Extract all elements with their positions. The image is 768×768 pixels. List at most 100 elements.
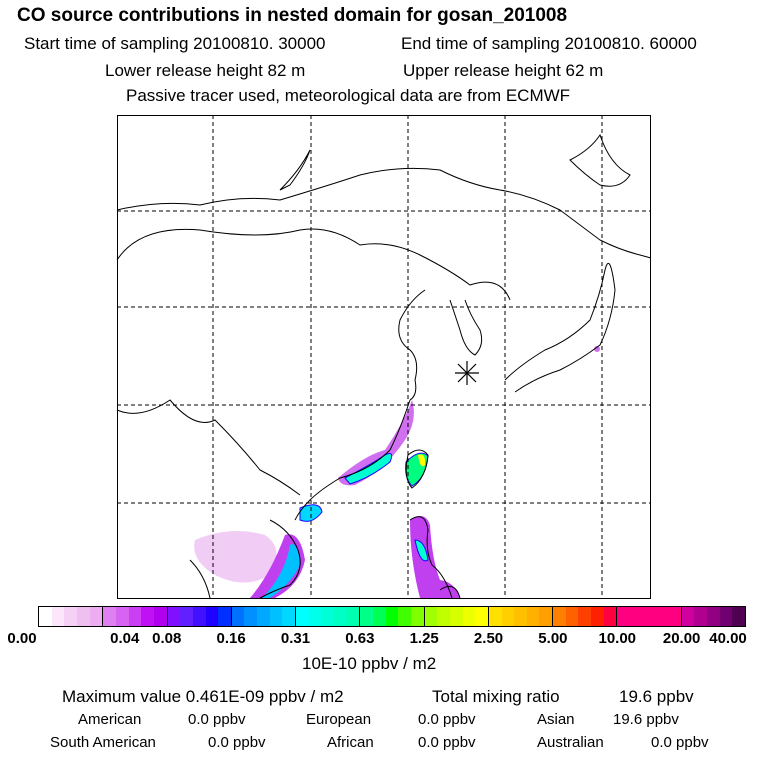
- map-plot: [116, 115, 652, 599]
- colorbar-swatch: [308, 607, 322, 626]
- colorbar-swatch: [578, 607, 592, 626]
- colorbar-swatch: [269, 607, 283, 626]
- colorbar-swatch: [282, 607, 296, 626]
- colorbar-swatch: [192, 607, 206, 626]
- colorbar-swatch: [565, 607, 579, 626]
- region-value: 0.0 ppbv: [418, 711, 476, 728]
- region-name: South American: [50, 734, 156, 751]
- colorbar-segment: [617, 607, 682, 626]
- map-frame: [117, 115, 651, 599]
- region-value: 0.0 ppbv: [651, 734, 709, 751]
- colorbar-tick-label: 1.25: [409, 630, 439, 647]
- colorbar-swatch: [424, 607, 438, 626]
- coastlines: [116, 133, 652, 599]
- colorbar-swatch: [462, 607, 476, 626]
- region-name: African: [327, 734, 374, 751]
- colorbar-tick-label: 0.31: [280, 630, 311, 647]
- colorbar-segment: [39, 607, 104, 626]
- colorbar-swatch: [89, 607, 103, 626]
- colorbar-swatch: [334, 607, 347, 626]
- colorbar-swatch: [719, 607, 733, 626]
- colorbar-swatch: [630, 607, 643, 626]
- maximum-value: Maximum value 0.461E-09 ppbv / m2: [62, 687, 344, 706]
- colorbar-swatch: [617, 607, 631, 626]
- colorbar-swatch: [218, 607, 231, 626]
- colorbar-swatch: [39, 607, 52, 626]
- colorbar-tick-label: 5.00: [538, 630, 568, 647]
- colorbar-swatch: [501, 607, 515, 626]
- colorbar-swatch: [385, 607, 399, 626]
- colorbar-swatch: [153, 607, 167, 626]
- colorbar-segment: [681, 607, 745, 626]
- colorbar-swatch: [410, 607, 424, 626]
- colorbar-tick-label: 2.50: [473, 630, 504, 647]
- colorbar-tick-label: 0.00: [7, 630, 37, 647]
- colorbar-segment: [167, 607, 232, 626]
- colorbar-swatch: [205, 607, 219, 626]
- colorbar-tick-label: 10.00: [598, 630, 637, 647]
- colorbar-swatch: [51, 607, 65, 626]
- colorbar-segment: [231, 607, 297, 626]
- colorbar-swatch: [591, 607, 604, 626]
- total-mixing-ratio-value: 19.6 ppbv: [619, 687, 694, 706]
- region-value: 19.6 ppbv: [613, 711, 679, 728]
- colorbar-swatch: [437, 607, 450, 626]
- lat-lon-grid: [117, 115, 651, 598]
- colorbar-swatch: [257, 607, 270, 626]
- colorbar-swatch: [475, 607, 488, 626]
- colorbar-tick-label: 0.04: [110, 630, 140, 647]
- region-value: 0.0 ppbv: [418, 734, 476, 751]
- colorbar: [38, 606, 746, 627]
- colorbar-swatch: [76, 607, 90, 626]
- lower-release-height: Lower release height 82 m: [105, 61, 306, 80]
- region-name: Asian: [537, 711, 575, 728]
- colorbar-swatch: [488, 607, 502, 626]
- colorbar-swatch: [668, 607, 681, 626]
- colorbar-swatch: [372, 607, 386, 626]
- colorbar-swatch: [346, 607, 360, 626]
- asterisk-icon: [455, 361, 479, 385]
- region-value: 0.0 ppbv: [208, 734, 266, 751]
- colorbar-swatch: [296, 607, 309, 626]
- plot-title: CO source contributions in nested domain…: [17, 5, 568, 26]
- colorbar-swatch: [64, 607, 77, 626]
- colorbar-swatch: [539, 607, 553, 626]
- colorbar-segment: [488, 607, 554, 626]
- colorbar-tick-label: 0.63: [345, 630, 375, 647]
- region-name: American: [78, 711, 142, 728]
- colorbar-swatch: [603, 607, 617, 626]
- colorbar-swatch: [103, 607, 116, 626]
- colorbar-swatch: [360, 607, 373, 626]
- start-time: Start time of sampling 20100810. 30000: [24, 34, 326, 53]
- colorbar-swatch: [449, 607, 463, 626]
- colorbar-swatch: [526, 607, 540, 626]
- colorbar-segment: [553, 607, 618, 626]
- concentration-plumes: [194, 346, 600, 598]
- colorbar-segment: [424, 607, 489, 626]
- region-value: 0.0 ppbv: [188, 711, 246, 728]
- colorbar-swatch: [681, 607, 695, 626]
- region-name: Australian: [537, 734, 604, 751]
- upper-release-height: Upper release height 62 m: [403, 61, 604, 80]
- colorbar-tick-label: 20.00: [662, 630, 701, 647]
- colorbar-swatch: [115, 607, 129, 626]
- tracer-note: Passive tracer used, meteorological data…: [126, 86, 571, 105]
- colorbar-swatch: [244, 607, 258, 626]
- colorbar-swatch: [642, 607, 656, 626]
- colorbar-swatch: [231, 607, 245, 626]
- colorbar-tick-label: 0.16: [216, 630, 246, 647]
- colorbar-swatch: [706, 607, 720, 626]
- colorbar-swatch: [655, 607, 669, 626]
- colorbar-swatch: [694, 607, 707, 626]
- colorbar-swatch: [141, 607, 154, 626]
- colorbar-segment: [296, 607, 361, 626]
- total-mixing-ratio-label: Total mixing ratio: [432, 687, 560, 706]
- colorbar-swatch: [180, 607, 193, 626]
- colorbar-swatch: [732, 607, 745, 626]
- colorbar-swatch: [553, 607, 566, 626]
- colorbar-swatch: [321, 607, 335, 626]
- colorbar-tick-label: 0.08: [152, 630, 182, 647]
- region-name: European: [306, 711, 372, 728]
- colorbar-segment: [360, 607, 425, 626]
- colorbar-unit: 10E-10 ppbv / m2: [302, 654, 437, 673]
